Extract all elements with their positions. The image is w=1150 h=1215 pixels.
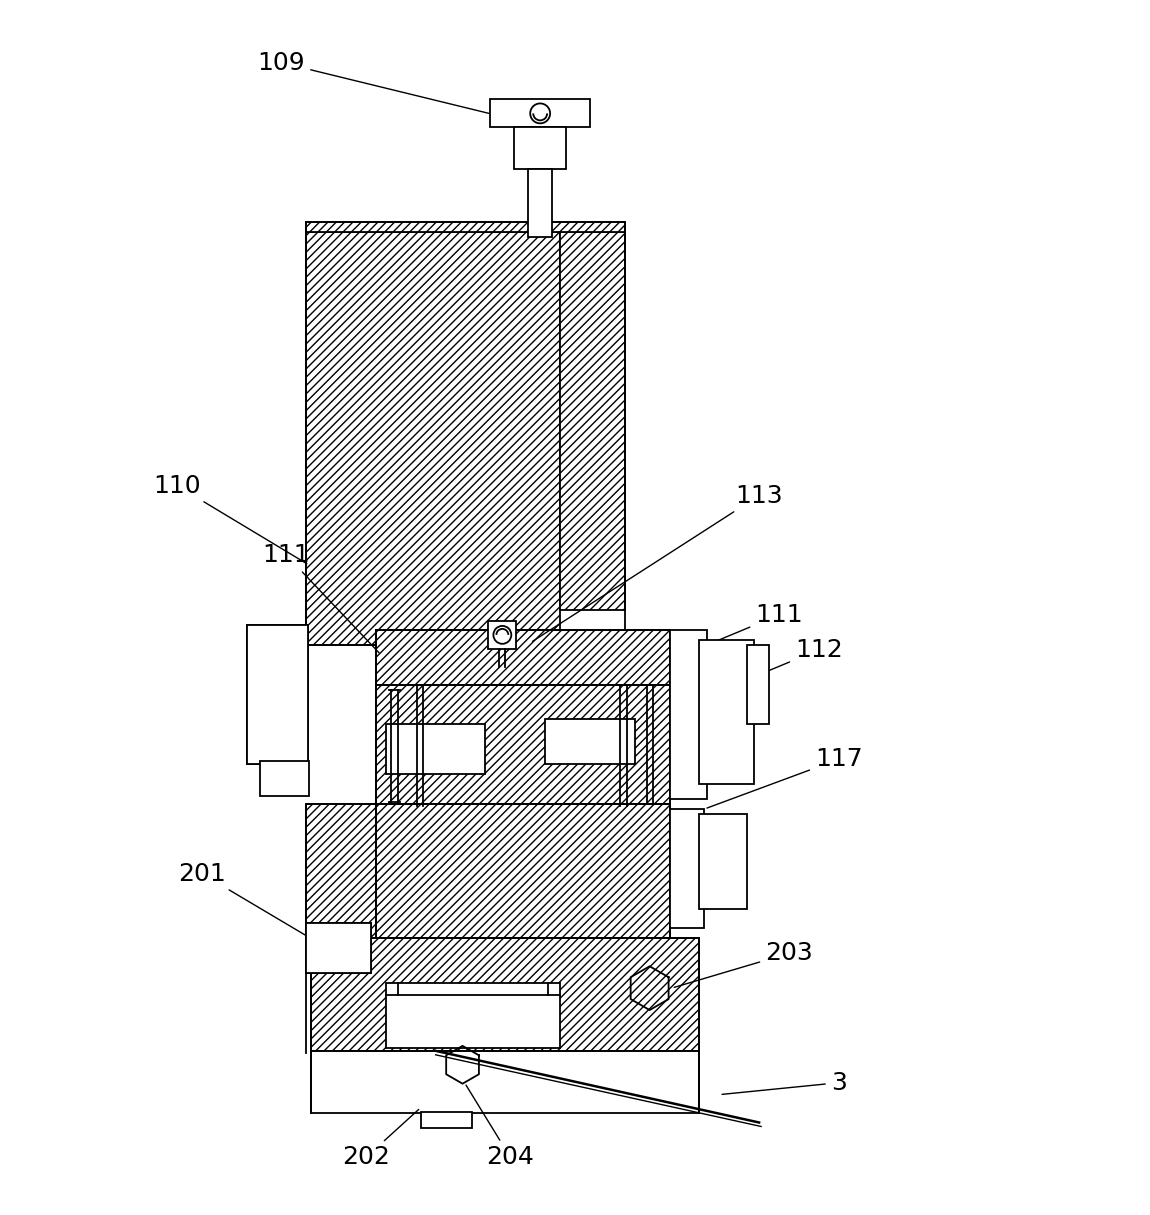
Bar [312, 1051, 699, 1113]
Bar [306, 222, 624, 232]
Text: 203: 203 [674, 942, 813, 988]
Bar [260, 762, 309, 796]
Bar [699, 814, 748, 909]
Bar [669, 809, 704, 928]
Bar [306, 804, 376, 938]
Bar [699, 640, 754, 784]
Bar [376, 684, 669, 804]
Text: 111: 111 [674, 603, 803, 659]
Text: 204: 204 [466, 1085, 535, 1169]
Bar [312, 938, 699, 1053]
Text: 109: 109 [258, 51, 503, 117]
Bar [376, 684, 669, 804]
Bar [669, 629, 707, 799]
Bar [376, 629, 669, 684]
Bar [490, 100, 590, 128]
Text: 110: 110 [153, 474, 307, 564]
Bar [421, 1112, 473, 1129]
Bar [560, 232, 624, 610]
Bar [489, 621, 516, 649]
Text: 117: 117 [707, 747, 862, 808]
Bar [545, 719, 635, 764]
Bar [246, 625, 308, 764]
Text: 202: 202 [342, 1109, 419, 1169]
Bar [306, 923, 371, 973]
Text: 3: 3 [722, 1070, 846, 1095]
Bar [748, 645, 769, 724]
Bar [376, 804, 669, 938]
Bar [306, 232, 560, 645]
Bar [376, 804, 669, 938]
Bar [528, 169, 552, 237]
Text: 201: 201 [178, 861, 317, 942]
Bar [306, 804, 376, 938]
Bar [376, 629, 669, 684]
Bar [514, 128, 566, 169]
Text: 113: 113 [532, 484, 783, 642]
Bar [386, 983, 560, 1047]
Text: 112: 112 [750, 638, 843, 679]
Bar [312, 938, 699, 1053]
Bar [306, 227, 624, 645]
Bar [246, 625, 308, 764]
Bar [306, 923, 371, 973]
Text: 111: 111 [262, 543, 380, 652]
Bar [386, 724, 485, 774]
